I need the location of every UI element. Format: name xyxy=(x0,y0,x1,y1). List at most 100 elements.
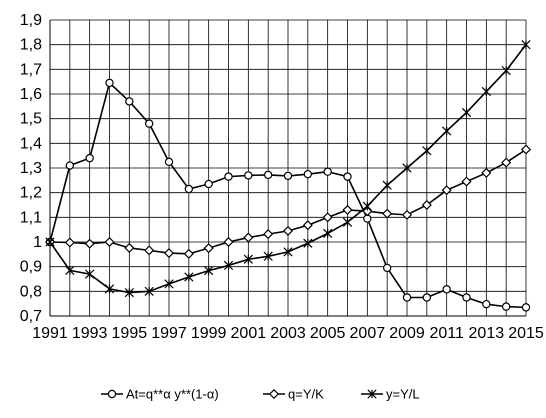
legend: At=q**α y**(1-α) q=Y/K y=Y/L xyxy=(101,387,420,402)
data-point-series-1 xyxy=(105,78,114,88)
data-point-series-1 xyxy=(422,293,432,302)
y-tick-label: 1 xyxy=(33,234,42,251)
y-tick-label: 1,3 xyxy=(20,160,42,177)
data-point-series-3 xyxy=(442,126,452,136)
legend-marker xyxy=(367,389,377,399)
data-point-series-2 xyxy=(382,208,393,219)
data-point-series-2 xyxy=(223,236,234,248)
data-point-series-1 xyxy=(85,153,94,163)
legend-label: y=Y/L xyxy=(386,387,420,402)
x-tick-label: 1991 xyxy=(32,325,68,342)
y-tick-label: 1,4 xyxy=(20,135,42,152)
data-point-series-3 xyxy=(263,251,273,261)
legend-label: q=Y/K xyxy=(288,387,324,402)
data-point-series-3 xyxy=(184,272,194,282)
data-point-series-3 xyxy=(283,247,293,257)
data-point-series-1 xyxy=(402,293,412,302)
y-tick-labels: 0,7 0,8 0,9 1 1,1 1,2 1,3 1,4 1,5 1,6 1,7 1,8 1,9 xyxy=(20,12,42,325)
data-point-series-1 xyxy=(144,119,154,128)
data-point-series-1 xyxy=(442,285,451,294)
data-point-series-3 xyxy=(323,228,333,238)
data-point-series-1 xyxy=(125,97,134,106)
data-point-series-3 xyxy=(481,86,491,97)
y-tick-label: 1,9 xyxy=(20,12,42,29)
data-point-series-3 xyxy=(402,163,412,173)
data-point-series-3 xyxy=(104,284,115,294)
x-tick-label: 2005 xyxy=(310,325,346,342)
y-tick-label: 1,5 xyxy=(20,111,42,128)
data-point-series-2 xyxy=(144,245,155,256)
data-point-series-2 xyxy=(441,185,452,196)
data-point-series-2 xyxy=(263,229,274,240)
data-point-series-3 xyxy=(342,217,353,227)
legend-entry-3: y=Y/L xyxy=(361,387,420,402)
data-point-series-2 xyxy=(243,232,254,243)
data-point-series-1 xyxy=(462,293,471,302)
x-tick-label: 2015 xyxy=(508,325,544,342)
data-point-series-2 xyxy=(64,237,75,248)
data-point-series-2 xyxy=(282,225,294,236)
x-tick-label: 2001 xyxy=(231,325,267,342)
data-point-series-2 xyxy=(342,204,353,215)
data-point-series-3 xyxy=(164,279,174,289)
data-point-series-3 xyxy=(461,107,472,118)
data-point-series-2 xyxy=(124,242,135,253)
data-point-series-1 xyxy=(164,157,174,167)
data-point-series-3 xyxy=(303,238,313,248)
data-point-series-3 xyxy=(243,254,253,264)
data-point-series-3 xyxy=(422,146,432,156)
x-tick-label: 1995 xyxy=(112,325,148,342)
y-tick-label: 0,7 xyxy=(20,308,42,325)
y-tick-label: 1,1 xyxy=(20,209,42,226)
data-point-series-3 xyxy=(85,269,95,279)
x-tick-label: 1997 xyxy=(151,325,187,342)
data-point-series-1 xyxy=(521,303,531,312)
x-tick-label: 2011 xyxy=(429,325,464,342)
data-point-series-1 xyxy=(501,302,511,311)
data-point-series-3 xyxy=(45,237,55,247)
data-point-series-2 xyxy=(302,220,313,231)
data-point-series-1 xyxy=(303,169,313,179)
data-point-series-2 xyxy=(501,157,512,168)
data-point-series-1 xyxy=(283,171,293,181)
data-point-series-2 xyxy=(203,243,214,254)
data-point-series-1 xyxy=(184,184,194,194)
data-point-series-3 xyxy=(362,201,372,211)
grid xyxy=(49,19,527,317)
data-point-series-1 xyxy=(382,263,392,273)
data-point-series-3 xyxy=(382,180,392,190)
data-point-series-1 xyxy=(244,171,253,180)
y-tick-label: 1,7 xyxy=(20,61,42,78)
data-point-series-2 xyxy=(421,199,432,211)
y-tick-label: 1,8 xyxy=(20,37,42,54)
data-point-series-2 xyxy=(322,212,333,223)
data-point-series-2 xyxy=(481,167,492,178)
data-point-series-3 xyxy=(223,260,234,271)
x-tick-label: 2003 xyxy=(270,325,306,342)
data-point-series-1 xyxy=(323,167,332,176)
data-point-series-2 xyxy=(84,238,95,249)
data-point-series-1 xyxy=(263,170,273,180)
y-tick-label: 0,9 xyxy=(20,259,42,276)
y-tick-label: 1,6 xyxy=(20,86,42,103)
data-point-series-2 xyxy=(183,248,194,259)
data-point-series-3 xyxy=(144,286,154,296)
data-point-series-2 xyxy=(520,144,532,155)
x-tick-label: 1993 xyxy=(72,325,108,342)
x-tick-label: 2007 xyxy=(350,325,386,342)
data-point-series-2 xyxy=(163,248,175,259)
legend-marker xyxy=(268,388,280,400)
data-point-series-2 xyxy=(461,176,472,187)
axes xyxy=(49,20,526,317)
data-point-series-1 xyxy=(343,172,352,181)
legend-entry-2: q=Y/K xyxy=(263,387,324,402)
data-point-series-1 xyxy=(65,161,75,170)
data-point-series-1 xyxy=(482,299,491,309)
data-point-series-2 xyxy=(401,209,413,220)
y-tick-label: 1,2 xyxy=(20,185,42,202)
data-point-series-3 xyxy=(124,287,134,298)
data-point-series-3 xyxy=(204,265,214,276)
legend-entry-1: At=q**α y**(1-α) xyxy=(101,387,219,402)
data-point-series-1 xyxy=(224,172,233,181)
